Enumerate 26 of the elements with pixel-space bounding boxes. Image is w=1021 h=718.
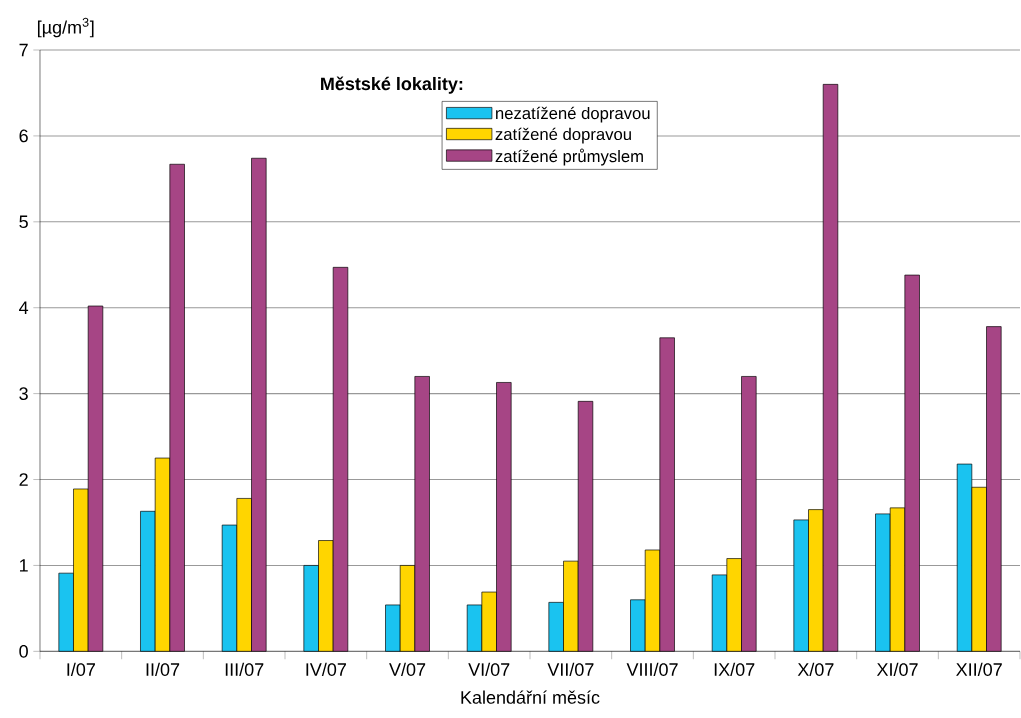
x-axis-title: Kalendářní měsíc [461, 690, 600, 704]
x-tick-label: VIII/07 [626, 662, 678, 676]
x-tick-label: II/07 [146, 662, 180, 676]
y-tick-label: 4 [19, 301, 29, 314]
x-tick-label: IX/07 [714, 662, 755, 676]
y-tick-label: 3 [19, 387, 28, 400]
x-tick-label: III/07 [225, 662, 264, 676]
legend-label: zatížené dopravou [495, 127, 631, 144]
y-tick-label: 7 [19, 43, 28, 57]
x-tick-label: VII/07 [547, 662, 594, 676]
y-tick-label: 2 [19, 473, 28, 486]
legend-title: Městské lokality: [321, 76, 463, 94]
x-tick-label: XII/07 [956, 662, 1002, 676]
legend-label: zatížené průmyslem [495, 148, 643, 166]
x-tick-label: V/07 [389, 662, 426, 676]
legend-label: nezatížené dopravou [496, 106, 650, 123]
y-tick-label: 5 [19, 215, 28, 229]
x-tick-label: I/07 [67, 662, 95, 676]
x-tick-label: VI/07 [468, 662, 510, 676]
x-tick-label: IV/07 [306, 662, 346, 676]
x-tick-label: XI/07 [876, 662, 918, 676]
y-tick-label: 0 [19, 644, 28, 658]
y-axis-title: [µg/m$^{3}$] [37, 17, 94, 38]
y-tick-label: 6 [19, 129, 28, 143]
x-tick-label: X/07 [797, 662, 834, 676]
y-tick-label: 1 [19, 559, 28, 572]
